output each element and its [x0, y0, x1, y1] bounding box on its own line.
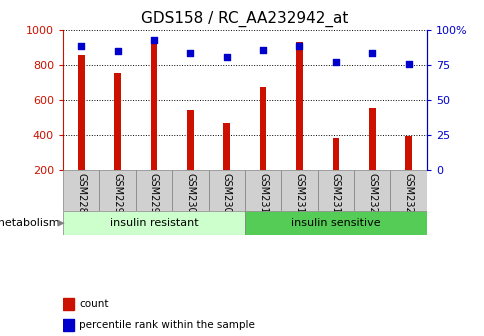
Bar [136, 170, 172, 211]
Bar [114, 73, 121, 170]
Point [186, 50, 194, 55]
Point [368, 50, 376, 55]
Point [295, 43, 303, 48]
Text: insulin resistant: insulin resistant [109, 218, 198, 228]
Text: GSM2319: GSM2319 [330, 173, 340, 220]
Bar [63, 319, 74, 331]
Bar [63, 298, 74, 310]
Bar [390, 170, 426, 211]
Text: percentile rank within the sample: percentile rank within the sample [79, 320, 255, 330]
Bar [63, 170, 99, 211]
Bar [223, 123, 229, 170]
Bar [99, 170, 136, 211]
Text: GSM2310: GSM2310 [257, 173, 268, 220]
Text: GSM2329: GSM2329 [403, 173, 413, 220]
Text: GSM2285: GSM2285 [76, 173, 86, 220]
Text: GSM2305: GSM2305 [221, 173, 231, 220]
Bar [281, 170, 317, 211]
Bar [63, 211, 244, 235]
Text: GSM2300: GSM2300 [185, 173, 195, 220]
Text: GSM2290: GSM2290 [112, 173, 122, 220]
Bar [208, 170, 244, 211]
Bar [151, 44, 157, 170]
Text: GSM2324: GSM2324 [366, 173, 377, 220]
Text: metabolism: metabolism [0, 218, 60, 228]
Bar [296, 42, 302, 170]
Bar [187, 111, 193, 170]
Point [222, 54, 230, 59]
Bar [244, 170, 281, 211]
Point [331, 60, 339, 65]
Bar [368, 108, 375, 170]
Bar [244, 211, 426, 235]
Point [113, 48, 121, 54]
Text: GSM2295: GSM2295 [149, 173, 159, 220]
Text: GSM2314: GSM2314 [294, 173, 304, 220]
Point [77, 43, 85, 48]
Bar [172, 170, 208, 211]
Bar [332, 137, 338, 170]
Bar [405, 136, 411, 170]
Point [258, 47, 266, 52]
Point [404, 61, 411, 67]
Text: insulin sensitive: insulin sensitive [290, 218, 380, 228]
Bar [353, 170, 390, 211]
Bar [317, 170, 353, 211]
Bar [78, 55, 84, 170]
Point [150, 37, 157, 43]
Title: GDS158 / RC_AA232942_at: GDS158 / RC_AA232942_at [141, 11, 348, 28]
Text: count: count [79, 299, 109, 309]
Bar [259, 87, 266, 170]
